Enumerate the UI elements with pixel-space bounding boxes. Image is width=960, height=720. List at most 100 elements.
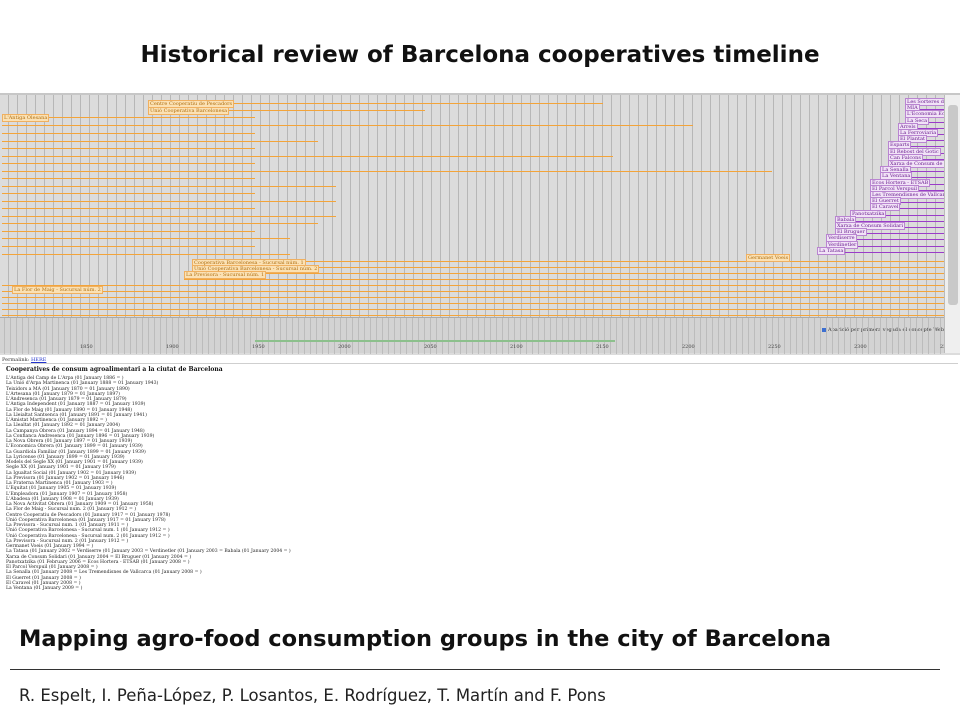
timeline-bar-orange[interactable] [148,110,425,111]
overview-tick [844,318,845,354]
cooperative-list-item: La Senalla (01 January 2008 = Les Tremen… [6,570,202,576]
timeline-bar-purple[interactable] [880,171,945,173]
timeline-event-label[interactable]: L'Antiga Olesana [2,114,50,122]
timeline-event-label[interactable]: El Plantat [898,135,928,144]
timeline-gridline [521,95,522,317]
timeline-bar-purple[interactable] [817,251,945,253]
timeline-bar-orange[interactable] [192,261,945,262]
timeline-event-label[interactable]: Panotxatzika [850,209,887,218]
scrollbar-thumb[interactable] [948,105,958,305]
timeline-scrollbar[interactable] [944,95,960,353]
timeline-gridline [98,95,99,317]
timeline-bar-orange[interactable] [2,297,945,298]
overview-tick [100,318,101,354]
timeline-bar-orange[interactable] [2,125,693,126]
timeline-bar-orange[interactable] [2,148,255,149]
timeline-bar-purple[interactable] [870,202,945,204]
timeline-bar-orange[interactable] [192,267,945,268]
overview-tick [286,318,287,354]
timeline-gridline [584,95,585,317]
timeline-bar-orange[interactable] [2,285,945,286]
timeline-gridline [773,95,774,317]
timeline-bar-purple[interactable] [835,220,945,222]
timeline-event-label[interactable]: Unió Cooperativa Barcelonesa [148,107,230,115]
timeline-gridline [683,95,684,317]
authors-line: R. Espelt, I. Peña-López, P. Losantos, E… [19,686,606,705]
timeline-overview-band[interactable]: Aparició per primera vegada el concepte … [0,317,960,354]
timeline-event-label[interactable]: Xarxa de Consum de Barcelona [888,160,960,168]
timeline-bar-purple[interactable] [905,109,945,111]
timeline-bar-orange[interactable] [2,193,255,194]
timeline-bar-purple[interactable] [888,146,945,148]
timeline-bar-orange[interactable] [2,178,255,179]
timeline-bar-purple[interactable] [835,233,945,235]
overview-tick [814,318,815,354]
timeline-event-label[interactable]: La Previsora - Sucursal núm. 1 [184,271,267,279]
timeline-event-label[interactable]: L'Economia Ecològica [905,110,960,119]
cooperative-list-item: Xarxa de Consum Solidari (01 January 200… [6,554,192,560]
overview-tick [496,318,497,354]
overview-tick [742,318,743,354]
overview-tick [658,318,659,354]
cooperative-list-item: Unió Cooperativa Barcelonesa - Sucursal … [6,533,170,539]
overview-tick [154,318,155,354]
timeline-bar-purple[interactable] [898,127,945,129]
timeline-bar-orange[interactable] [2,231,255,232]
timeline-bar-orange[interactable] [2,171,772,172]
timeline-event-label[interactable]: La Flor de Maig - Sucursal núm. 2 [12,286,103,294]
timeline-event-label[interactable]: La Tatasa [817,246,846,255]
timeline-legend-note: Aparició per primera vegada el concepte … [822,327,954,333]
overview-tick [88,318,89,354]
timeline-event-label[interactable]: Xarxa de Consum Solidari [835,222,906,230]
timeline-bar-orange[interactable] [2,254,290,255]
timeline-bar-orange[interactable] [184,279,945,280]
timeline-gridline [62,95,63,317]
timeline-bar-orange[interactable] [184,273,945,274]
cooperative-list-item: La Nova Activitat Obrera (01 January 190… [6,502,154,507]
timeline-viewer[interactable]: Centre Cooperatiu de Pescadors Unió Coope… [0,93,960,355]
timeline-bar-purple[interactable] [880,177,945,179]
overview-tick [172,318,173,354]
timeline-bar-orange[interactable] [2,223,318,224]
timeline-bar-orange[interactable] [2,163,255,164]
cooperative-list-item: El Parcol Verspuil (01 January 2008 = ) [6,565,98,570]
timeline-bar-orange[interactable] [2,309,945,310]
overview-tick [856,318,857,354]
timeline-bar-orange[interactable] [2,238,290,239]
timeline-bar-purple[interactable] [850,214,945,216]
timeline-bar-orange[interactable] [2,303,945,304]
timeline-bar-orange[interactable] [2,208,255,209]
overview-tick [538,318,539,354]
timeline-gridline [143,95,144,317]
timeline-bar-orange[interactable] [2,246,255,247]
overview-visible-range[interactable] [255,340,615,342]
timeline-bar-orange[interactable] [2,156,613,157]
timeline-bar-orange[interactable] [2,133,255,134]
timeline-event-label[interactable]: Germanet Voeis [746,254,791,262]
timeline-bar-orange[interactable] [2,141,318,142]
timeline-bar-orange[interactable] [148,103,603,104]
overview-tick [934,318,935,354]
timeline-gridline [512,95,513,317]
timeline-bar-orange[interactable] [2,186,336,187]
timeline-axis-label: 1900 [166,344,179,350]
permalink-link[interactable]: HERE [30,357,47,363]
overview-tick [730,318,731,354]
timeline-gridline [80,95,81,317]
timeline-gridline [287,95,288,317]
timeline-bar-orange[interactable] [2,315,945,316]
timeline-bar-orange[interactable] [2,117,255,118]
overview-tick [442,318,443,354]
timeline-gridline [764,95,765,317]
timeline-event-label[interactable]: Les Sorteres de la Ribera [905,98,960,106]
timeline-gridline [791,95,792,317]
timeline-bar-purple[interactable] [870,208,945,210]
timeline-bar-purple[interactable] [826,239,945,241]
timeline-bar-orange[interactable] [2,291,945,292]
timeline-bar-orange[interactable] [2,216,336,217]
timeline-gridline [53,95,54,317]
timeline-gridline [692,95,693,317]
timeline-bar-purple[interactable] [826,245,945,247]
timeline-bar-orange[interactable] [2,201,336,202]
overview-tick [940,318,941,354]
